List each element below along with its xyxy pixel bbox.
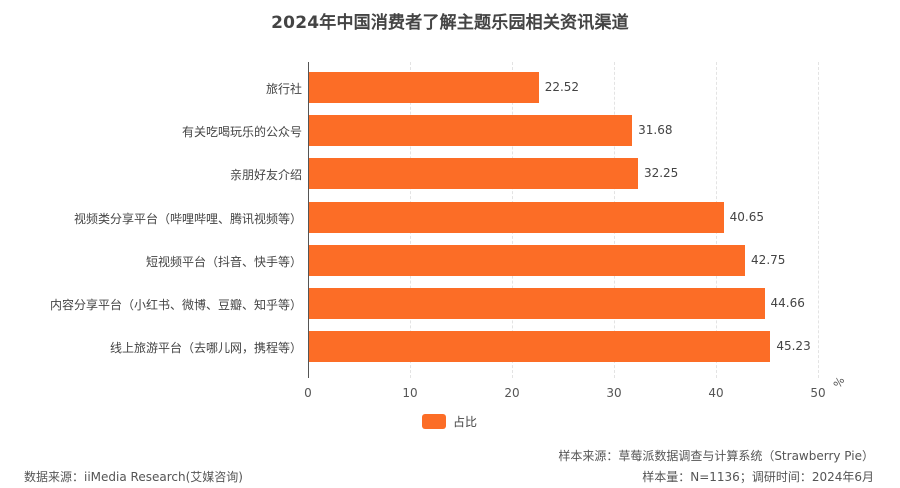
chart-title: 2024年中国消费者了解主题乐园相关资讯渠道 <box>271 13 629 33</box>
category-label: 线上旅游平台（去哪儿网，携程等） <box>109 341 302 356</box>
y-axis-line <box>308 62 309 378</box>
bar-value-label: 31.68 <box>638 123 673 138</box>
legend-swatch-icon <box>422 414 446 429</box>
bar[interactable] <box>309 72 539 103</box>
x-tick-label: 10 <box>402 386 418 400</box>
x-tick-label: 30 <box>606 386 622 400</box>
gridline <box>818 62 819 378</box>
bar-value-label: 44.66 <box>770 296 805 310</box>
bar[interactable] <box>309 288 765 319</box>
data-source: 数据来源：iiMedia Research(艾媒咨询) <box>24 470 243 484</box>
category-label: 视频类分享平台（哔哩哔哩、腾讯视频等） <box>73 211 302 226</box>
bar-value-label: 22.52 <box>544 80 580 94</box>
bar[interactable] <box>309 244 746 276</box>
x-axis-unit: % <box>830 374 848 391</box>
bar[interactable] <box>309 115 633 147</box>
bar-value-label: 40.65 <box>729 209 764 224</box>
category-label: 短视频平台（抖音、快手等） <box>145 254 302 269</box>
legend-label: 占比 <box>453 415 478 429</box>
bar[interactable] <box>309 201 724 233</box>
x-tick-label: 0 <box>304 386 312 400</box>
legend[interactable]: 占比 <box>422 413 477 430</box>
sample-info: 样本量：N=1136；调研时间：2024年6月 <box>642 470 874 484</box>
bar[interactable] <box>309 331 771 363</box>
category-label: 旅行社 <box>265 82 302 96</box>
plot-area: 22.52 31.68 32.25 40.65 42.75 44.66 45.23 <box>308 62 828 378</box>
category-label: 亲朋好友介绍 <box>229 168 302 183</box>
bar-value-label: 45.23 <box>776 339 811 354</box>
category-label: 有关吃喝玩乐的公众号 <box>181 125 302 140</box>
x-tick-label: 20 <box>504 386 520 400</box>
bar[interactable] <box>309 158 638 190</box>
x-tick-label: 50 <box>810 386 826 400</box>
x-tick-label: 40 <box>708 386 724 400</box>
bar-value-label: 42.75 <box>751 252 786 267</box>
category-label: 内容分享平台（小红书、微博、豆瓣、知乎等） <box>49 298 302 312</box>
bar-value-label: 32.25 <box>643 166 679 181</box>
sample-source: 样本来源：草莓派数据调查与计算系统（Strawberry Pie） <box>558 449 874 463</box>
